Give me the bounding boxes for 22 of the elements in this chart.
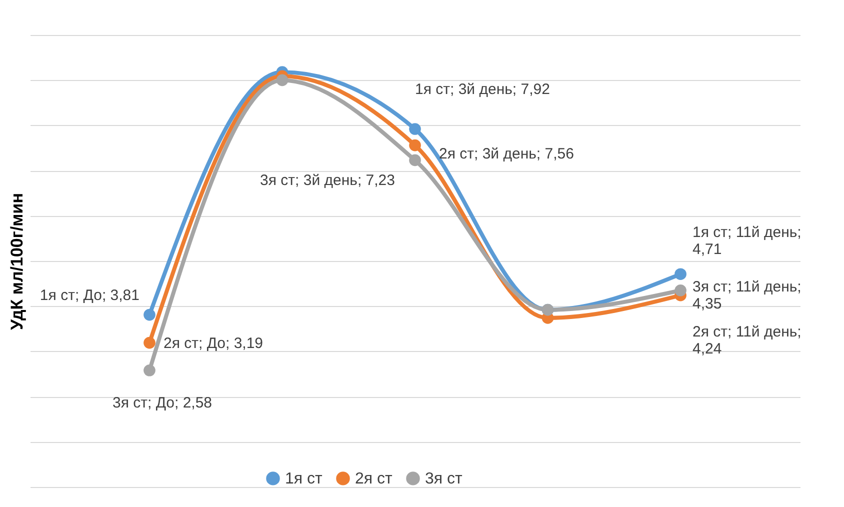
data-label: 3я ст; До; 2,58 xyxy=(112,394,212,412)
legend-label: 2я ст xyxy=(355,470,394,488)
data-label: 2я ст; 3й день; 7,56 xyxy=(439,145,574,162)
legend-label: 3я ст xyxy=(425,470,464,488)
y-axis-title: УдК мл/100г/мин xyxy=(8,193,26,330)
point xyxy=(144,336,156,349)
point xyxy=(144,308,156,321)
point xyxy=(409,123,421,135)
point xyxy=(144,364,156,376)
legend-label: 1я ст xyxy=(285,470,324,488)
point xyxy=(409,139,421,152)
data-label: 1я ст; 11й день; 4,71 xyxy=(692,224,802,258)
data-label: 2я ст; 11й день; 4,24 xyxy=(692,323,802,358)
data-label: 1я ст; До; 3,81 xyxy=(40,286,140,304)
point xyxy=(674,268,686,280)
point xyxy=(674,284,686,296)
data-label: 3я ст; 3й день; 7,23 xyxy=(260,172,395,190)
data-label: 3я ст; 11й день; 4,35 xyxy=(692,278,802,312)
data-label: 1я ст; 3й день; 7,92 xyxy=(415,81,550,98)
point xyxy=(276,74,288,86)
point xyxy=(409,154,421,166)
data-label: 2я ст; До; 3,19 xyxy=(163,334,264,352)
